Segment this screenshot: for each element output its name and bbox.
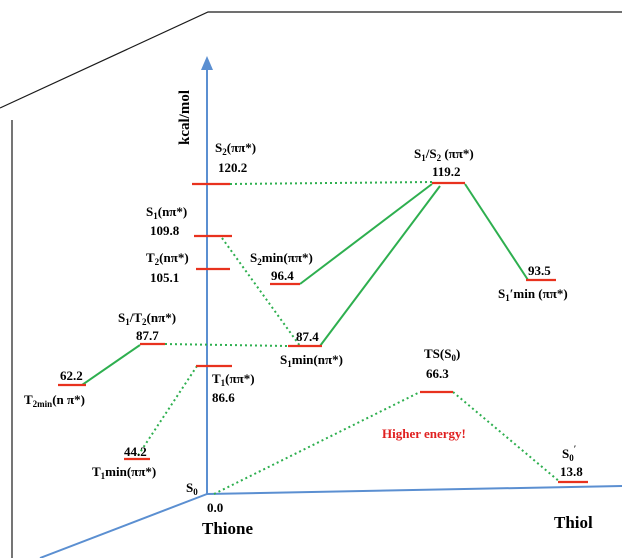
higher-energy-annotation: Higher energy! xyxy=(382,426,466,441)
connectors xyxy=(81,181,561,495)
frame-top-line xyxy=(0,11,622,109)
label-t2min: T2min(n π*) xyxy=(24,392,85,409)
value-s2min: 96.4 xyxy=(271,268,294,283)
connector-ts-s0p xyxy=(452,391,561,483)
value-s1min: 87.4 xyxy=(296,329,319,344)
origin-state-label: S0 xyxy=(186,480,198,497)
label-s1min: S1min(nπ*) xyxy=(280,352,343,369)
level-labels: S2(ππ*) 120.2 S1(nπ*) 109.8 T2(nπ*) 105.… xyxy=(24,140,583,481)
connector-s1-s1min xyxy=(221,237,301,347)
value-s0p: 13.8 xyxy=(560,464,583,479)
label-s2min: S2min(ππ*) xyxy=(250,250,313,267)
thione-label: Thione xyxy=(202,519,253,538)
value-s1t2: 87.7 xyxy=(136,328,159,343)
value-s1pmin: 93.5 xyxy=(528,263,551,278)
connector-t2min-s1t2 xyxy=(81,344,141,386)
origin-value: 0.0 xyxy=(207,500,223,515)
connector-t1-t1min xyxy=(136,365,198,458)
label-s1t2: S1/T2(nπ*) xyxy=(118,310,176,327)
label-t2: T2(nπ*) xyxy=(146,250,189,267)
value-t2min: 62.2 xyxy=(60,368,83,383)
levels xyxy=(58,181,588,484)
label-s1: S1(nπ*) xyxy=(146,204,187,221)
label-t1min: T1min(ππ*) xyxy=(92,464,156,481)
value-t2: 105.1 xyxy=(150,270,179,285)
label-s1s2: S1/S2 (ππ*) xyxy=(414,146,474,163)
connector-s2min-s1s2 xyxy=(299,183,433,285)
axes xyxy=(39,56,622,558)
value-s1: 109.8 xyxy=(150,223,180,238)
thiol-label: Thiol xyxy=(554,513,593,532)
value-t1: 86.6 xyxy=(212,390,235,405)
connector-s1min-s1s2 xyxy=(319,185,441,347)
label-s2: S2(ππ*) xyxy=(215,140,256,157)
connector-s2-s1s2 xyxy=(229,181,433,185)
y-axis-arrow-icon xyxy=(201,56,213,70)
frame xyxy=(0,11,622,558)
y-axis-title: kcal/mol xyxy=(177,90,193,145)
x-axis xyxy=(206,485,622,495)
label-s1pmin: S1′min (ππ*) xyxy=(498,286,568,303)
label-t1: T1(ππ*) xyxy=(212,371,255,388)
value-s2: 120.2 xyxy=(218,160,247,175)
connector-s1s2-s1pmin xyxy=(464,183,529,281)
label-ts: TS(S0) xyxy=(424,346,460,363)
connector-s1t2-s1min xyxy=(164,343,289,347)
value-s1s2: 119.2 xyxy=(432,164,461,179)
value-t1min: 44.2 xyxy=(124,444,147,459)
value-ts: 66.3 xyxy=(426,366,449,381)
connector-s0-ts xyxy=(213,391,421,495)
depth-axis xyxy=(39,493,208,558)
label-s0p: S0′ xyxy=(562,444,576,463)
